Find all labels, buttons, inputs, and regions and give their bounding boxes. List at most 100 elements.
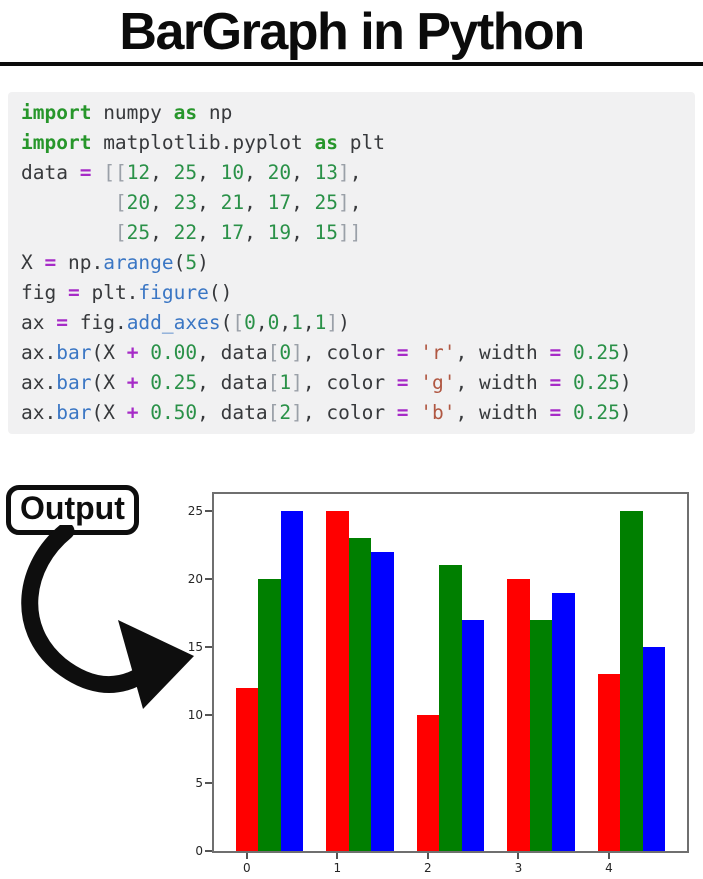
code-token: 0.25 xyxy=(572,341,620,364)
bar xyxy=(552,592,575,851)
code-token: , xyxy=(291,191,315,214)
bar xyxy=(620,511,643,851)
code-token: 0 xyxy=(279,341,292,364)
code-line: [20, 23, 21, 17, 25], xyxy=(21,188,695,218)
code-token: ) xyxy=(338,311,350,334)
code-token: ) xyxy=(619,371,632,394)
code-line: ax.bar(X + 0.00, data[0], color = 'r', w… xyxy=(21,338,695,368)
code-token: matplotlib.pyplot xyxy=(91,131,315,154)
code-token: , xyxy=(244,221,268,244)
code-token: , color xyxy=(302,401,397,424)
bar xyxy=(235,687,259,851)
code-token: numpy xyxy=(91,101,174,124)
code-token: = xyxy=(549,341,562,364)
code-token: ) xyxy=(619,401,632,424)
bar xyxy=(529,619,553,851)
code-token: , xyxy=(244,161,268,184)
bar xyxy=(416,715,440,851)
code-token: , xyxy=(197,191,221,214)
code-line: ax = fig.add_axes([0,0,1,1]) xyxy=(21,308,695,338)
y-tick-label: 20 xyxy=(187,572,203,586)
code-token: ] xyxy=(326,311,339,334)
code-token: , xyxy=(197,221,221,244)
code-token: [[ xyxy=(103,161,127,184)
bar xyxy=(439,565,462,851)
code-token: 'b' xyxy=(420,401,456,424)
code-token: , xyxy=(291,221,315,244)
page-title: BarGraph in Python xyxy=(119,3,585,61)
code-token: arange xyxy=(103,251,174,274)
code-token: () xyxy=(208,281,233,304)
code-token: plt xyxy=(338,131,385,154)
code-token: = xyxy=(549,371,562,394)
code-token: 21 xyxy=(220,191,245,214)
code-token: ( xyxy=(173,251,186,274)
code-line: import numpy as np xyxy=(21,98,695,128)
code-token: 17 xyxy=(267,191,292,214)
x-tick-mark xyxy=(245,853,248,859)
code-token: 1 xyxy=(279,371,292,394)
code-token: , data xyxy=(197,371,268,394)
code-token: ) xyxy=(197,251,209,274)
code-token: 0.25 xyxy=(572,401,620,424)
code-token: , xyxy=(244,191,268,214)
code-token: ax. xyxy=(21,401,57,424)
bar xyxy=(371,551,394,851)
code-token: (X xyxy=(91,341,127,364)
code-token: 'g' xyxy=(420,371,456,394)
code-token: = xyxy=(549,401,562,424)
x-tick-mark xyxy=(426,853,429,859)
code-token: ] xyxy=(291,401,303,424)
code-token: add_axes xyxy=(126,311,221,334)
code-token: + xyxy=(126,371,139,394)
y-tick-mark xyxy=(205,850,212,852)
code-token: , xyxy=(255,311,268,334)
bar-chart: 0 5 10 15 20 25 0 1 2 3 4 xyxy=(183,486,697,875)
code-token: , data xyxy=(197,341,268,364)
code-token: = xyxy=(79,161,92,184)
code-token xyxy=(91,161,103,184)
code-token: figure xyxy=(138,281,209,304)
code-token xyxy=(561,341,573,364)
code-token: 23 xyxy=(173,191,198,214)
code-token: ax xyxy=(21,311,57,334)
code-token: , color xyxy=(302,371,397,394)
code-token: 15 xyxy=(314,221,339,244)
code-line: ax.bar(X + 0.25, data[1], color = 'g', w… xyxy=(21,368,695,398)
code-token xyxy=(138,341,150,364)
code-token: import xyxy=(21,101,92,124)
code-token: data xyxy=(21,161,80,184)
code-token: , data xyxy=(197,401,268,424)
bar xyxy=(461,619,485,851)
code-token: (X xyxy=(91,371,127,394)
code-token: = xyxy=(67,281,80,304)
code-token: [ xyxy=(267,401,280,424)
code-block: import numpy as np import matplotlib.pypl… xyxy=(8,92,695,434)
code-token: 13 xyxy=(314,161,339,184)
code-token: ( xyxy=(220,311,233,334)
code-token: , xyxy=(291,161,315,184)
code-token: bar xyxy=(56,401,92,424)
code-token: = xyxy=(56,311,68,334)
code-token: 19 xyxy=(267,221,292,244)
code-line: data = [[12, 25, 10, 20, 13], xyxy=(21,158,695,188)
x-tick-label: 4 xyxy=(605,861,613,875)
code-token: np. xyxy=(56,251,104,274)
bar xyxy=(597,674,621,851)
x-tick-mark xyxy=(607,853,610,859)
code-token: 0.50 xyxy=(150,401,198,424)
code-token: 17 xyxy=(220,221,245,244)
x-tick-label: 3 xyxy=(514,861,523,875)
code-token: ax. xyxy=(21,371,57,394)
code-token xyxy=(561,371,573,394)
code-token: 12 xyxy=(126,161,151,184)
code-token: as xyxy=(314,131,338,154)
code-token: (X xyxy=(91,401,127,424)
code-token: ax. xyxy=(21,341,57,364)
code-token xyxy=(21,221,115,244)
code-token: 22 xyxy=(173,221,198,244)
code-token: , xyxy=(150,191,174,214)
code-token: [ xyxy=(114,221,127,244)
code-token: [ xyxy=(232,311,245,334)
code-token: 'r' xyxy=(420,341,456,364)
